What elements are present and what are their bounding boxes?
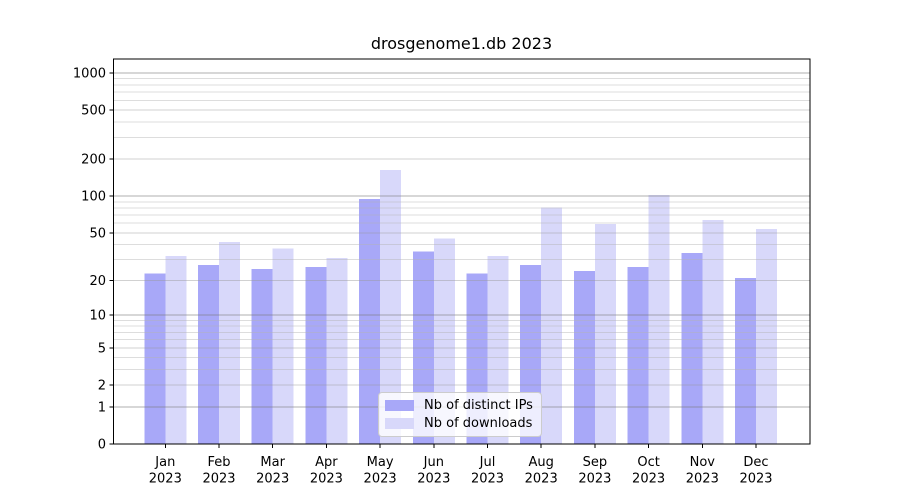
legend: Nb of distinct IPs Nb of downloads [378, 392, 542, 437]
legend-swatch-distinct-ips-icon [385, 400, 414, 411]
x-tick-label-month-sep: Sep [583, 455, 608, 470]
bar-nb-of-downloads-apr [326, 257, 348, 444]
legend-item-distinct-ips: Nb of distinct IPs [385, 398, 533, 413]
bar-nb-of-distinct-ips-mar [251, 269, 273, 444]
y-tick-label-1000: 1000 [73, 67, 106, 82]
x-tick-label-month-dec: Dec [743, 455, 768, 470]
x-tick-label-year-jan: 2023 [149, 472, 182, 487]
x-tick-label-month-oct: Oct [637, 455, 659, 470]
bar-nb-of-downloads-sep [594, 224, 616, 444]
gridlines-group [113, 72, 810, 408]
x-tick-label-year-may: 2023 [364, 472, 397, 487]
legend-swatch-downloads-icon [385, 418, 414, 429]
x-tick-label-month-jun: Jun [423, 455, 444, 470]
x-tick-label-month-mar: Mar [260, 455, 285, 470]
bar-nb-of-downloads-oct [648, 195, 670, 444]
y-tick-label-10: 10 [89, 309, 106, 324]
y-tick-label-1: 1 [98, 400, 106, 415]
y-tick-label-500: 500 [81, 104, 106, 119]
x-tick-label-year-mar: 2023 [256, 472, 289, 487]
y-tick-label-200: 200 [81, 153, 106, 168]
x-tick-label-year-dec: 2023 [739, 472, 772, 487]
y-axis: 0 1 2 5 10 20 50 100 200 500 1000 [73, 67, 114, 453]
x-tick-label-month-feb: Feb [207, 455, 230, 470]
x-tick-label-year-aug: 2023 [525, 472, 558, 487]
chart-title: drosgenome1.db 2023 [370, 34, 553, 53]
x-tick-label-year-jun: 2023 [417, 472, 450, 487]
bar-nb-of-distinct-ips-apr [305, 267, 327, 444]
x-tick-label-month-may: May [367, 455, 394, 470]
bar-nb-of-downloads-nov [702, 219, 724, 444]
bar-nb-of-downloads-jan [165, 256, 187, 444]
legend-label-downloads: Nb of downloads [424, 416, 533, 431]
bar-nb-of-distinct-ips-feb [198, 265, 219, 444]
x-tick-label-month-apr: Apr [315, 455, 338, 470]
plot-border [113, 58, 811, 445]
x-tick-label-month-jul: Jul [479, 455, 496, 470]
x-tick-label-year-feb: 2023 [202, 472, 235, 487]
x-tick-label-year-apr: 2023 [310, 472, 343, 487]
x-axis: Jan 2023 Feb 2023 Mar 2023 Apr 2023 May 2023 Jun 20… [149, 444, 773, 487]
bar-nb-of-downloads-feb [219, 242, 240, 444]
x-tick-label-year-jul: 2023 [471, 472, 504, 487]
x-tick-label-year-oct: 2023 [632, 472, 665, 487]
x-tick-label-year-nov: 2023 [686, 472, 719, 487]
x-tick-label-year-sep: 2023 [578, 472, 611, 487]
bar-nb-of-distinct-ips-oct [627, 267, 649, 444]
y-tick-label-20: 20 [89, 274, 106, 289]
bar-nb-of-downloads-aug [541, 207, 563, 444]
x-tick-label-month-nov: Nov [690, 455, 716, 470]
bar-nb-of-distinct-ips-nov [681, 253, 703, 444]
legend-item-downloads: Nb of downloads [385, 416, 533, 431]
y-tick-label-0: 0 [98, 438, 106, 453]
legend-label-distinct-ips: Nb of distinct IPs [424, 398, 533, 413]
bar-nb-of-distinct-ips-dec [735, 278, 756, 444]
bar-nb-of-distinct-ips-jan [144, 273, 166, 444]
y-tick-label-50: 50 [89, 226, 106, 241]
bar-nb-of-downloads-mar [272, 248, 294, 444]
bar-nb-of-distinct-ips-may [359, 198, 381, 444]
x-tick-label-month-jan: Jan [154, 455, 175, 470]
bar-nb-of-downloads-dec [756, 228, 777, 444]
y-tick-label-100: 100 [81, 190, 106, 205]
x-tick-label-month-aug: Aug [529, 455, 554, 470]
bar-nb-of-distinct-ips-sep [573, 271, 595, 444]
y-tick-label-2: 2 [98, 379, 106, 394]
y-tick-label-5: 5 [98, 341, 106, 356]
bar-nb-of-downloads-may [380, 170, 402, 444]
